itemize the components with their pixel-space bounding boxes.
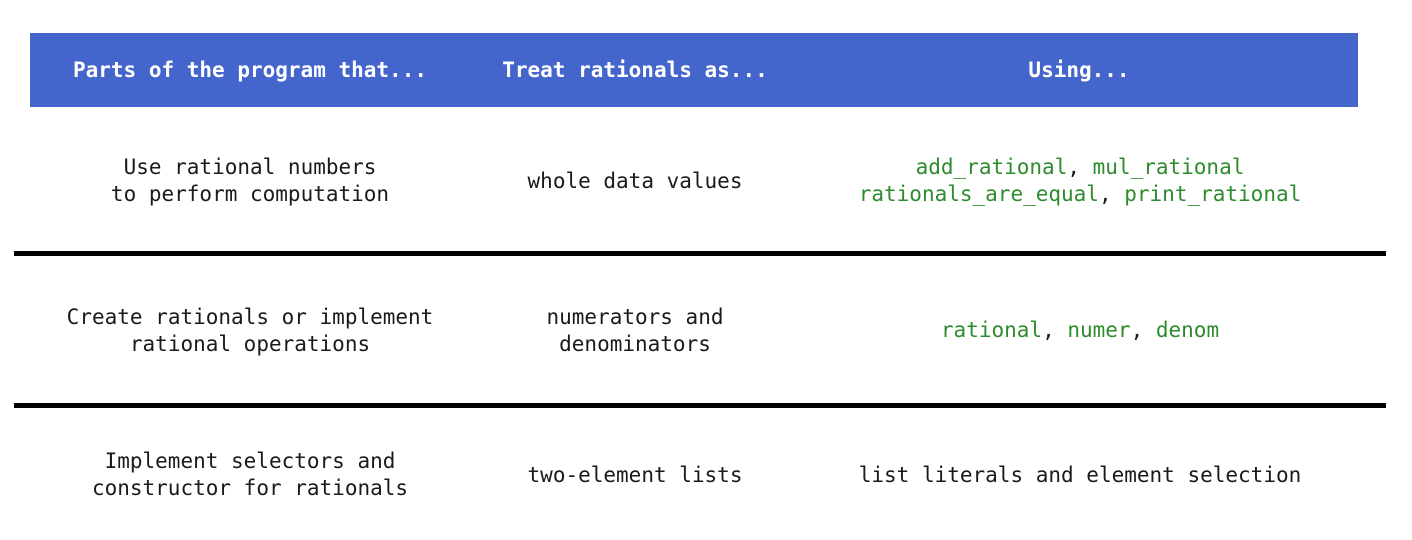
parts-line: Use rational numbers xyxy=(123,155,377,179)
function-name: rational xyxy=(940,318,1043,342)
treat-line: two-element lists xyxy=(527,462,743,487)
parts-line: to perform computation xyxy=(110,182,390,206)
using-cell: list literals and element selection xyxy=(790,410,1370,540)
separator: , xyxy=(1098,182,1125,206)
table-row: Implement selectors and constructor for … xyxy=(30,410,1358,540)
parts-line: Implement selectors and xyxy=(104,449,396,473)
separator: , xyxy=(1130,318,1156,342)
function-name: denom xyxy=(1155,318,1220,342)
using-cell: rational, numer, denom xyxy=(790,258,1370,403)
table-row: Use rational numbers to perform computat… xyxy=(30,110,1358,252)
header-parts-of-program: Parts of the program that... xyxy=(72,58,427,82)
treat-cell: numerators and denominators xyxy=(470,258,800,403)
using-text: list literals and element selection xyxy=(858,462,1302,487)
parts-cell: Use rational numbers to perform computat… xyxy=(30,110,470,252)
treat-cell: two-element lists xyxy=(470,410,800,540)
parts-line: rational operations xyxy=(129,331,371,356)
function-name: add_rational xyxy=(915,155,1068,179)
using-line: add_rational, mul_rational xyxy=(916,154,1245,181)
treat-cell: whole data values xyxy=(470,110,800,252)
using-line: rationals_are_equal, print_rational xyxy=(859,181,1302,208)
header-treat-rationals-as: Treat rationals as... xyxy=(502,58,768,82)
parts-cell: Create rationals or implement rational o… xyxy=(30,258,470,403)
treat-line: whole data values xyxy=(527,168,743,193)
treat-line: denominators xyxy=(559,331,711,356)
separator: , xyxy=(1067,155,1093,179)
function-name: mul_rational xyxy=(1092,155,1245,179)
function-name: print_rational xyxy=(1124,182,1302,206)
using-line: list literals and element selection xyxy=(859,462,1302,489)
function-name: rationals_are_equal xyxy=(858,182,1099,206)
parts-line: Create rationals or implement xyxy=(66,304,434,329)
header-using: Using... xyxy=(1028,58,1130,82)
table-row: Create rationals or implement rational o… xyxy=(30,258,1358,403)
row-divider xyxy=(14,251,1386,256)
table-header: Parts of the program that... Treat ratio… xyxy=(30,33,1358,107)
parts-cell: Implement selectors and constructor for … xyxy=(30,410,470,540)
using-line: rational, numer, denom xyxy=(941,317,1219,344)
treat-line: numerators and xyxy=(546,304,724,329)
function-name: numer xyxy=(1067,318,1131,342)
using-cell: add_rational, mul_rational rationals_are… xyxy=(790,110,1370,252)
row-divider xyxy=(14,403,1386,408)
parts-line: constructor for rationals xyxy=(91,476,409,500)
separator: , xyxy=(1042,318,1068,342)
